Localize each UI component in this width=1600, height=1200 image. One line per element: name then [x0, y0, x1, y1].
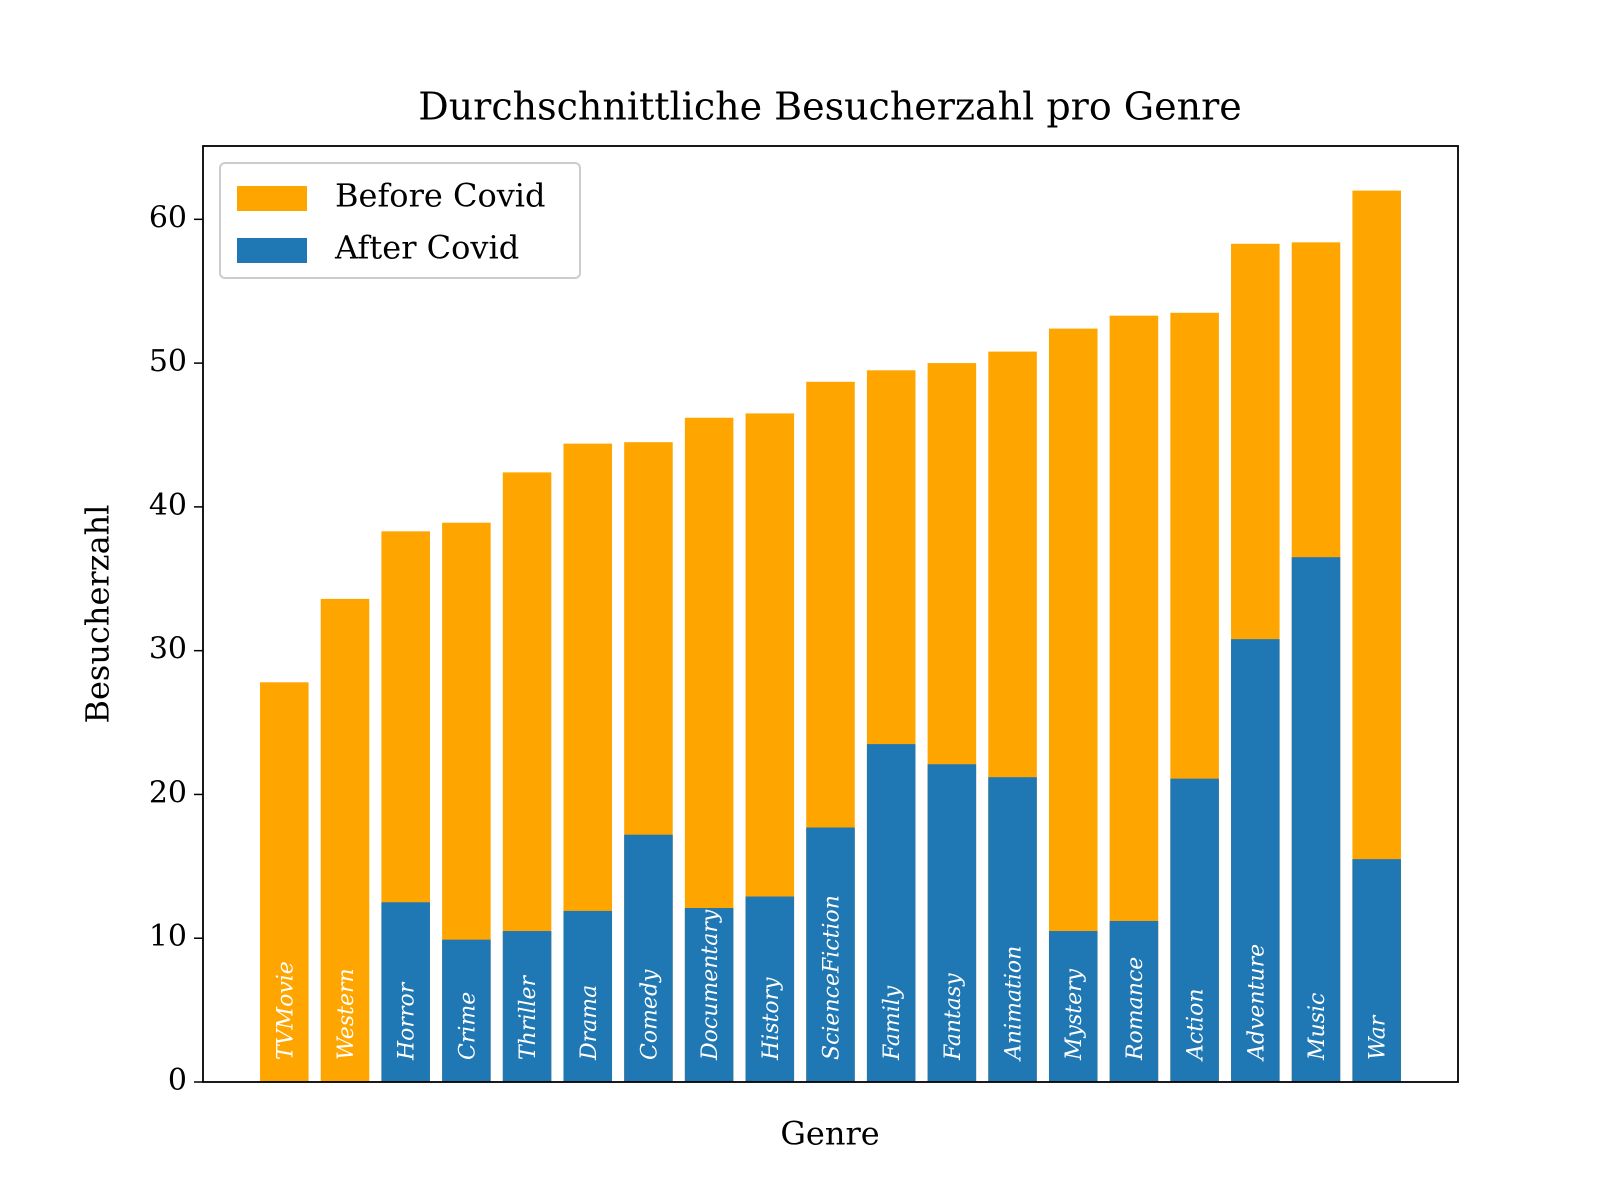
category-label: Romance	[1123, 957, 1148, 1061]
category-label: Adventure	[1244, 944, 1269, 1062]
bar	[1170, 778, 1219, 1082]
y-tick-label: 50	[149, 344, 187, 379]
category-label: War	[1366, 1014, 1391, 1060]
chart-title: Durchschnittliche Besucherzahl pro Genre	[418, 85, 1242, 129]
category-label: Drama	[577, 985, 602, 1061]
category-label: Western	[334, 968, 359, 1060]
legend-label: After Covid	[334, 229, 519, 267]
bar	[563, 910, 613, 1082]
category-label: Animation	[1002, 946, 1027, 1062]
bar	[927, 764, 977, 1082]
category-label: Action	[1184, 989, 1209, 1063]
category-label: Horror	[395, 981, 420, 1061]
y-tick-label: 40	[149, 488, 187, 523]
bar	[1048, 931, 1098, 1082]
bar	[320, 598, 370, 1082]
category-label: Crime	[455, 992, 480, 1060]
bar	[442, 939, 491, 1082]
bar	[381, 902, 430, 1082]
bar	[1291, 557, 1341, 1082]
category-label: Mystery	[1062, 968, 1087, 1061]
bar	[745, 896, 795, 1082]
bar	[988, 777, 1037, 1082]
category-label: Family	[880, 985, 905, 1061]
bar	[502, 931, 552, 1082]
plot-frame	[202, 145, 1459, 1083]
y-tick-label: 20	[149, 775, 187, 810]
y-tick-label: 30	[149, 632, 187, 667]
category-label: Comedy	[637, 969, 662, 1060]
category-label: History	[759, 977, 784, 1061]
bar	[260, 682, 309, 1082]
bar	[684, 908, 734, 1082]
bar	[624, 834, 673, 1082]
legend-swatch	[237, 186, 307, 211]
y-tick-label: 10	[149, 919, 187, 954]
category-label: Music	[1305, 993, 1330, 1061]
category-label: Documentary	[698, 909, 723, 1061]
y-tick-label: 60	[149, 200, 187, 235]
y-axis-label: Besucherzahl	[79, 504, 117, 723]
legend-swatch	[237, 238, 307, 263]
legend-label: Before Covid	[335, 177, 546, 215]
category-label: ScienceFiction	[820, 895, 845, 1060]
bar	[1352, 859, 1401, 1082]
bar	[1109, 920, 1159, 1082]
category-label: TVMovie	[273, 961, 298, 1060]
category-label: Fantasy	[941, 973, 966, 1061]
legend: Before Covid After Covid	[219, 162, 581, 279]
bar	[806, 827, 855, 1082]
x-axis-label: Genre	[780, 1115, 879, 1153]
legend-frame	[219, 162, 581, 279]
bar	[1231, 639, 1280, 1082]
category-label: Thriller	[516, 975, 541, 1060]
y-tick-label: 0	[168, 1063, 187, 1098]
bar	[866, 744, 916, 1082]
